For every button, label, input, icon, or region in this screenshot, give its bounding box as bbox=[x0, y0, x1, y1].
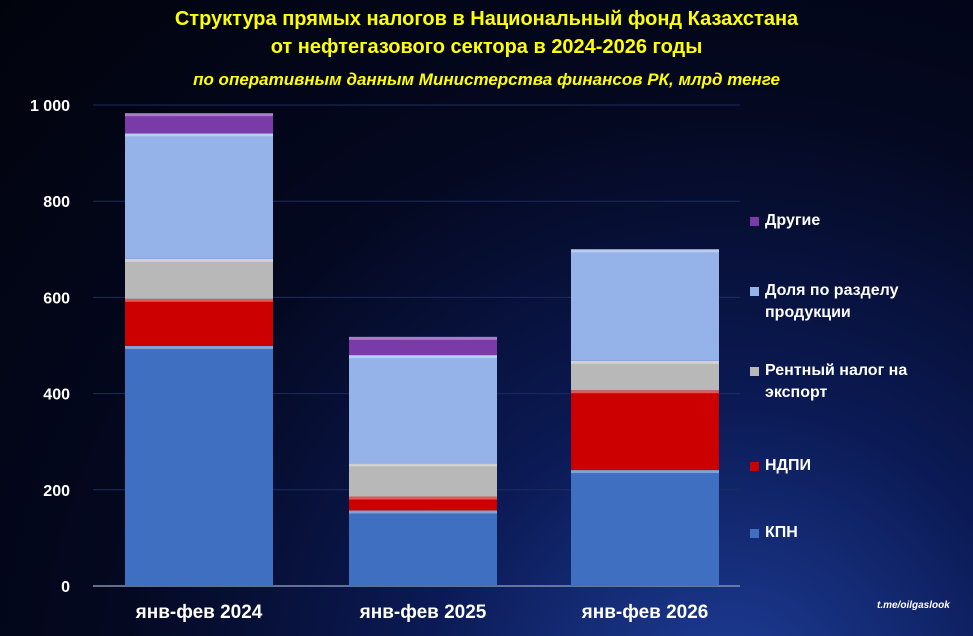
legend-item: КПН bbox=[750, 522, 798, 544]
x-tick-label: янв-фев 2026 bbox=[581, 602, 709, 623]
bar-segment bbox=[571, 390, 719, 471]
legend-item: Рентный налог на экспорт bbox=[750, 360, 965, 404]
bar-segment bbox=[349, 336, 497, 356]
chart-title: Структура прямых налогов в Национальный … bbox=[174, 8, 799, 30]
y-tick-label: 1 000 bbox=[30, 98, 70, 115]
bar-segment-bevel bbox=[125, 258, 273, 262]
source-label: t.me/oilgaslook bbox=[877, 600, 950, 611]
y-tick-label: 0 bbox=[61, 579, 70, 596]
bar-segment-bevel bbox=[125, 133, 273, 137]
bar-segment-bevel bbox=[349, 510, 497, 514]
bar-segment bbox=[349, 463, 497, 497]
bar-segment bbox=[125, 133, 273, 259]
legend-label: КПН bbox=[765, 524, 798, 541]
legend-label: НДПИ bbox=[765, 457, 811, 474]
y-tick-label: 400 bbox=[43, 387, 70, 404]
bar-segment bbox=[571, 470, 719, 586]
bar-segment bbox=[349, 496, 497, 511]
bar-segment bbox=[571, 360, 719, 391]
legend-swatch bbox=[750, 287, 759, 296]
legend-swatch bbox=[750, 217, 759, 226]
y-tick-label: 600 bbox=[43, 290, 70, 307]
x-tick-label: янв-фев 2024 bbox=[135, 602, 263, 623]
bar-segment-bevel bbox=[571, 360, 719, 364]
bar-segment bbox=[571, 249, 719, 361]
legend-label: Другие bbox=[765, 212, 821, 229]
bar-segment-bevel bbox=[349, 496, 497, 500]
bar-segment bbox=[125, 298, 273, 346]
legend-item: Другие bbox=[750, 210, 820, 232]
bar-segment-bevel bbox=[125, 113, 273, 117]
bar-segment bbox=[125, 345, 273, 586]
legend-swatch bbox=[750, 529, 759, 538]
legend-item: Доля по разделу продукции bbox=[750, 280, 955, 324]
legend-item: НДПИ bbox=[750, 455, 811, 477]
bar-segment bbox=[125, 258, 273, 299]
bar-segment bbox=[349, 510, 497, 586]
bar-segment-bevel bbox=[571, 470, 719, 474]
bar-segment-bevel bbox=[349, 336, 497, 340]
bar-segment-bevel bbox=[349, 463, 497, 467]
bar-segment-bevel bbox=[125, 345, 273, 349]
bar-segment bbox=[125, 113, 273, 134]
legend-swatch bbox=[750, 462, 759, 471]
bar-segment-bevel bbox=[125, 298, 273, 302]
chart-title-line2: от нефтегазового сектора в 2024-2026 год… bbox=[270, 36, 703, 58]
chart-subtitle: по оперативным данным Министерства финан… bbox=[193, 70, 780, 89]
bar-segment bbox=[349, 355, 497, 464]
legend-label: Доля по разделу продукции bbox=[765, 282, 899, 321]
bar-segment-bevel bbox=[571, 249, 719, 253]
bar-segment-bevel bbox=[349, 355, 497, 359]
legend-swatch bbox=[750, 367, 759, 376]
legend-label: Рентный налог на экспорт bbox=[765, 362, 908, 401]
y-tick-label: 800 bbox=[43, 194, 70, 211]
x-tick-label: янв-фев 2025 bbox=[359, 602, 487, 623]
y-tick-label: 200 bbox=[43, 483, 70, 500]
bar-segment-bevel bbox=[571, 390, 719, 394]
